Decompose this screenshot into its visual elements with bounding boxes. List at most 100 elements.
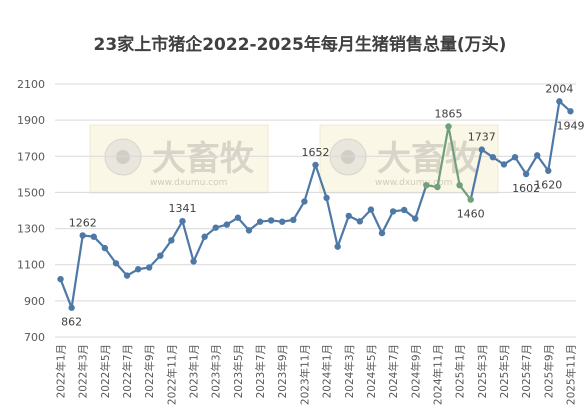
series-segment xyxy=(314,163,328,199)
data-label: 1737 xyxy=(468,131,496,144)
series-segment xyxy=(380,210,395,235)
data-label: 1949 xyxy=(556,119,584,132)
data-point xyxy=(478,146,485,153)
x-axis-ticks: 2022年1月 2022年3月 2022年5月 2022年7月 2022年9月 2022年… xyxy=(55,344,578,405)
series-segment xyxy=(369,208,384,235)
x-tick-label: 2024年1月 xyxy=(321,344,334,398)
x-tick-label: 2024年3月 xyxy=(343,344,356,398)
data-point xyxy=(168,237,175,244)
data-point xyxy=(522,170,530,178)
data-point xyxy=(456,182,463,189)
x-tick-label: 2022年11月 xyxy=(165,344,178,405)
x-tick-label: 2022年5月 xyxy=(99,344,112,398)
data-label: 1602 xyxy=(512,182,540,195)
data-label: 1620 xyxy=(534,179,562,192)
data-point xyxy=(90,233,97,240)
data-point xyxy=(334,243,341,250)
data-label: 1460 xyxy=(457,208,485,221)
data-point xyxy=(400,206,408,214)
series-segment xyxy=(59,278,73,309)
x-tick-label: 2025年11月 xyxy=(564,344,577,405)
x-tick-label: 2022年3月 xyxy=(77,344,90,398)
data-point xyxy=(123,272,131,279)
x-tick-label: 2023年9月 xyxy=(276,344,289,398)
data-point xyxy=(356,218,364,225)
series-segment xyxy=(336,214,350,248)
watermark-right: 大畜牧 www.dxumu.com xyxy=(319,124,499,194)
data-point xyxy=(146,264,153,271)
series-segment xyxy=(414,184,428,220)
data-point xyxy=(68,304,75,311)
series-segment xyxy=(525,154,539,176)
data-point xyxy=(534,152,541,159)
x-tick-label: 2023年3月 xyxy=(210,344,223,398)
data-point xyxy=(290,216,297,224)
series-segment xyxy=(192,235,206,263)
data-point xyxy=(545,167,552,174)
data-point xyxy=(201,233,208,240)
x-tick-label: 2025年3月 xyxy=(476,344,489,398)
x-tick-label: 2022年7月 xyxy=(121,344,134,398)
data-point xyxy=(312,161,319,169)
series-segment xyxy=(181,220,195,263)
series-segment xyxy=(303,163,317,203)
data-point xyxy=(434,183,441,191)
series-segment xyxy=(436,125,450,189)
data-point xyxy=(378,229,386,237)
x-tick-label: 2025年5月 xyxy=(498,344,511,398)
data-point xyxy=(190,258,197,265)
data-point xyxy=(511,153,519,161)
x-tick-label: 2024年9月 xyxy=(409,344,422,398)
x-tick-label: 2023年5月 xyxy=(232,344,245,398)
data-point xyxy=(79,232,86,239)
y-tick-label: 1100 xyxy=(17,259,45,272)
series-segment xyxy=(447,125,461,187)
data-point xyxy=(223,221,231,228)
data-point xyxy=(567,108,574,115)
y-axis-ticks: 700 900 1100 1300 1500 1700 1900 2100 xyxy=(17,78,45,344)
data-point xyxy=(301,198,308,205)
x-tick-label: 2022年1月 xyxy=(55,344,68,398)
watermark-url: www.dxumu.com xyxy=(375,178,452,188)
data-point xyxy=(157,252,164,259)
series-segment xyxy=(547,100,561,172)
data-point xyxy=(267,217,275,224)
x-tick-label: 2025年9月 xyxy=(542,344,555,398)
data-point xyxy=(234,214,242,221)
data-point xyxy=(323,194,330,202)
data-point xyxy=(256,218,264,225)
series-segment xyxy=(292,200,306,221)
x-tick-label: 2025年7月 xyxy=(520,344,533,398)
y-tick-label: 1700 xyxy=(17,150,45,163)
y-tick-label: 700 xyxy=(24,331,45,344)
data-label: 1262 xyxy=(69,216,97,229)
watermark-text: 大畜牧 xyxy=(377,139,480,179)
series-segment xyxy=(70,234,84,309)
data-point xyxy=(489,153,497,161)
grid xyxy=(55,83,576,338)
x-tick-label: 2023年1月 xyxy=(188,344,201,398)
watermark-left: 大畜牧 www.dxumu.com xyxy=(89,124,269,194)
x-tick-label: 2022年9月 xyxy=(143,344,156,398)
data-point xyxy=(112,260,120,267)
data-point xyxy=(279,218,286,225)
data-point xyxy=(134,266,142,273)
data-point xyxy=(367,206,375,213)
data-point xyxy=(101,244,109,252)
y-tick-label: 1500 xyxy=(17,186,45,199)
data-point xyxy=(57,275,64,283)
data-point xyxy=(556,98,563,105)
data-point xyxy=(245,227,253,234)
data-label: 1865 xyxy=(435,107,463,120)
data-point xyxy=(423,182,430,189)
series-segment xyxy=(513,156,528,176)
data-label: 1652 xyxy=(302,146,330,159)
y-tick-label: 1300 xyxy=(17,223,45,236)
x-tick-label: 2024年5月 xyxy=(365,344,378,398)
data-label: 2004 xyxy=(545,82,573,95)
series xyxy=(57,98,574,311)
data-point xyxy=(212,224,219,231)
